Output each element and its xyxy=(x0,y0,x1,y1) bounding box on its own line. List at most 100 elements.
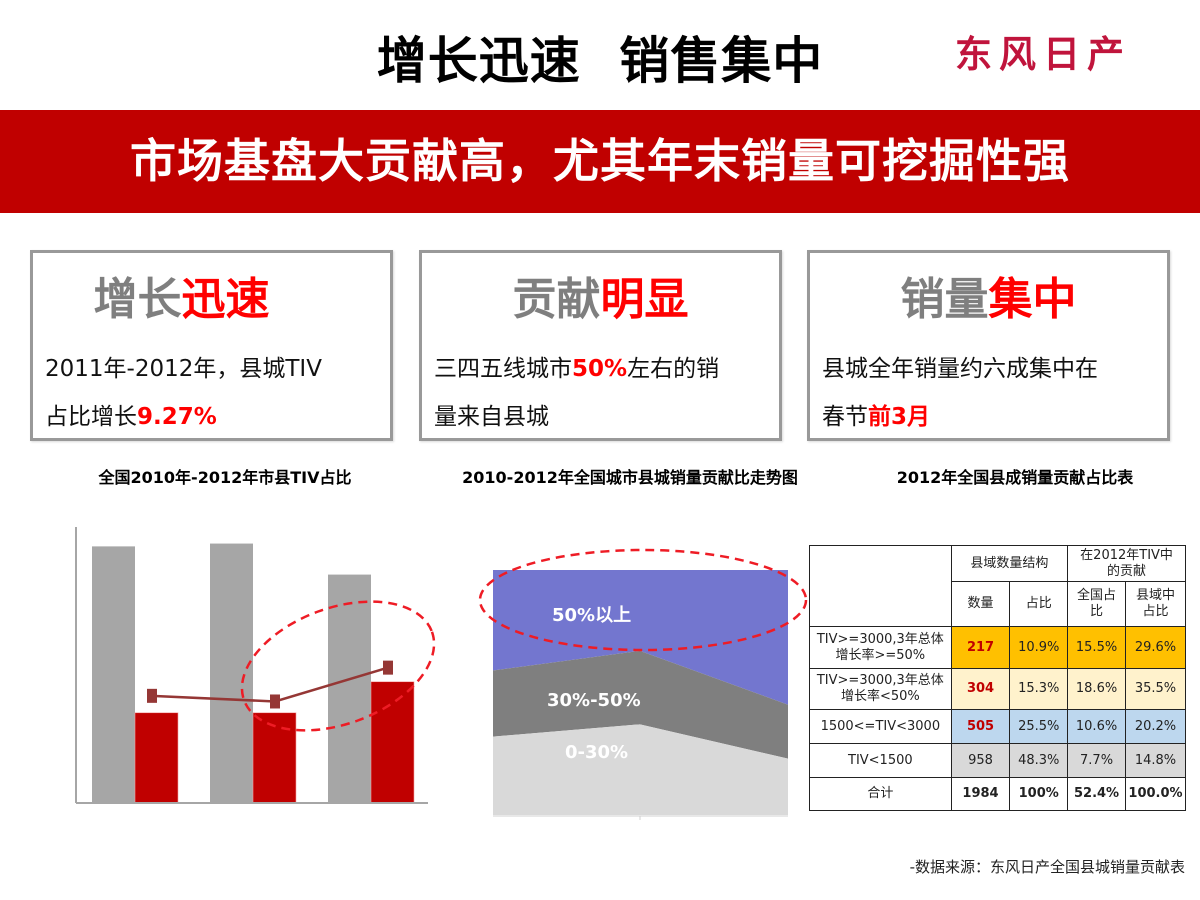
cell-share: 48.3% xyxy=(1009,743,1069,778)
caption-tiv-share: 全国2010年-2012年市县TIV占比 xyxy=(98,468,352,487)
card-body-line: 量来自县城 xyxy=(434,404,549,430)
header-text: 的贡献 xyxy=(1107,563,1147,579)
card-heading-red: 集中 xyxy=(988,274,1077,325)
card-heading: 贡献明显 xyxy=(422,271,779,329)
contribution-table: 县域数量结构 在2012年TIV中 的贡献 数量 占比 全国占比 县域中 占比 TI… xyxy=(809,545,1187,811)
row-label: 合计 xyxy=(809,777,952,811)
card-heading-red: 明显 xyxy=(600,274,689,325)
row-label-text: TIV>=3000,3年总体 xyxy=(816,631,944,647)
cell-count: 505 xyxy=(950,709,1011,744)
data-source-note: -数据来源：东风日产全国县城销量贡献表 xyxy=(909,858,1185,876)
header-text: 在2012年TIV中 xyxy=(1080,547,1173,563)
table-corner-cell xyxy=(809,545,952,627)
row-label-text: TIV>=3000,3年总体 xyxy=(816,673,944,688)
table-row: 1500<=TIV<3000 505 25.5% 10.6% 20.2% xyxy=(809,709,1187,744)
highlight-value: 前3月 xyxy=(868,404,931,430)
slide-title: 增长迅速 销售集中 xyxy=(376,32,824,90)
headline-banner: 市场基盘大贡献高，尤其年末销量可挖掘性强 xyxy=(0,110,1200,213)
card-heading: 销量集中 xyxy=(810,271,1167,329)
card-heading-gray: 贡献 xyxy=(512,274,601,325)
highlight-value: 50% xyxy=(572,356,628,382)
header-group-structure: 县域数量结构 xyxy=(950,545,1069,582)
row-label: TIV>=3000,3年总体 增长率>=50% xyxy=(809,626,952,669)
cell-share: 15.3% xyxy=(1009,668,1069,710)
area-30%-50% xyxy=(493,650,788,759)
cell-national: 7.7% xyxy=(1067,743,1126,778)
cell-share: 100% xyxy=(1009,777,1069,811)
bar-city xyxy=(92,546,135,803)
header-county-share: 县域中 占比 xyxy=(1124,581,1187,627)
table-total-row: 合计 1984 100% 52.4% 100.0% xyxy=(809,777,1187,811)
card-body-line: 2011年-2012年，县城TIV xyxy=(45,356,322,382)
bar-county xyxy=(370,681,415,804)
card-contribution: 贡献明显 三四五线城市50%左右的销 量来自县城 xyxy=(419,250,782,441)
caption-contribution-trend: 2010-2012年全国城市县城销量贡献比走势图 xyxy=(462,468,798,487)
cell-share: 25.5% xyxy=(1009,709,1069,744)
cell-count: 958 xyxy=(950,743,1011,778)
table-row: TIV<1500 958 48.3% 7.7% 14.8% xyxy=(809,743,1187,778)
trend-marker xyxy=(383,660,393,675)
area-label-middle: 30%-50% xyxy=(547,690,641,711)
card-body-line: 三四五线城市50%左右的销 xyxy=(434,345,774,393)
row-label-text: 增长率>=50% xyxy=(835,647,926,663)
card-heading: 增长迅速 xyxy=(33,271,390,329)
row-label: 1500<=TIV<3000 xyxy=(809,709,952,744)
bar-city xyxy=(210,543,253,803)
area-0-30% xyxy=(493,724,788,815)
cell-national: 10.6% xyxy=(1067,709,1126,744)
card-heading-gray: 增长 xyxy=(93,274,182,325)
cell-county: 14.8% xyxy=(1124,743,1187,778)
cell-county: 100.0% xyxy=(1124,777,1187,811)
card-body-line: 县城全年销量约六成集中在 xyxy=(822,356,1098,382)
card-heading-red: 迅速 xyxy=(181,274,270,325)
card-heading-gray: 销量 xyxy=(900,274,989,325)
caption-contribution-table: 2012年全国县成销量贡献占比表 xyxy=(896,468,1134,487)
row-label: TIV>=3000,3年总体 增长率<50% xyxy=(809,668,952,710)
card-growth: 增长迅速 2011年-2012年，县城TIV 占比增长9.27% xyxy=(30,250,393,441)
bar-city xyxy=(328,574,371,803)
cell-national: 52.4% xyxy=(1067,777,1126,811)
area-label-bottom: 0-30% xyxy=(565,742,629,763)
header-group-contribution: 在2012年TIV中 的贡献 xyxy=(1067,545,1186,582)
card-body: 县城全年销量约六成集中在 春节前3月 xyxy=(822,345,1162,441)
bar-chart-canvas xyxy=(75,527,436,804)
cell-count: 1984 xyxy=(950,777,1011,811)
cell-count: 304 xyxy=(950,668,1011,710)
card-text: 占比增长 xyxy=(45,404,137,430)
card-text: 三四五线城市 xyxy=(434,356,572,382)
card-body: 2011年-2012年，县城TIV 占比增长9.27% xyxy=(45,345,385,441)
row-label: TIV<1500 xyxy=(809,743,952,778)
bar-county xyxy=(252,712,297,804)
highlight-ellipse xyxy=(478,548,808,652)
trend-marker xyxy=(270,694,280,709)
card-body: 三四五线城市50%左右的销 量来自县城 xyxy=(434,345,774,441)
table-header-row: 县域数量结构 在2012年TIV中 的贡献 xyxy=(809,545,1186,627)
header-share: 占比 xyxy=(1009,581,1069,627)
cell-county: 35.5% xyxy=(1124,668,1187,710)
headline-text: 市场基盘大贡献高，尤其年末销量可挖掘性强 xyxy=(130,134,1070,188)
cell-national: 15.5% xyxy=(1067,626,1126,669)
card-text: 春节 xyxy=(822,404,868,430)
card-body-line: 占比增长9.27% xyxy=(45,393,385,441)
area-chart-canvas xyxy=(478,548,808,820)
contribution-area-chart: 50%以上 30%-50% 0-30% xyxy=(470,500,810,840)
trend-marker xyxy=(147,688,157,703)
tiv-share-bar-chart xyxy=(0,500,460,840)
card-text: 左右的销 xyxy=(627,356,720,382)
header-national-share: 全国占比 xyxy=(1067,581,1126,627)
header-text: 全国占 xyxy=(1077,588,1117,603)
area-label-top: 50%以上 xyxy=(552,605,632,626)
header-text: 比 xyxy=(1090,604,1104,619)
cell-county: 20.2% xyxy=(1124,709,1187,744)
cell-national: 18.6% xyxy=(1067,668,1126,710)
card-body-line: 春节前3月 xyxy=(822,393,1162,441)
area-50%以上 xyxy=(493,570,788,705)
highlight-value: 9.27% xyxy=(137,404,217,430)
brand-logo: 东风日产 xyxy=(955,33,1131,76)
cell-share: 10.9% xyxy=(1009,626,1069,669)
row-label-text: 增长率<50% xyxy=(840,689,920,704)
card-concentration: 销量集中 县城全年销量约六成集中在 春节前3月 xyxy=(807,250,1170,441)
header-count: 数量 xyxy=(950,581,1011,627)
header-text: 占比 xyxy=(1142,604,1169,619)
table-header-row: 数量 占比 全国占比 县域中 占比 xyxy=(810,581,1187,627)
